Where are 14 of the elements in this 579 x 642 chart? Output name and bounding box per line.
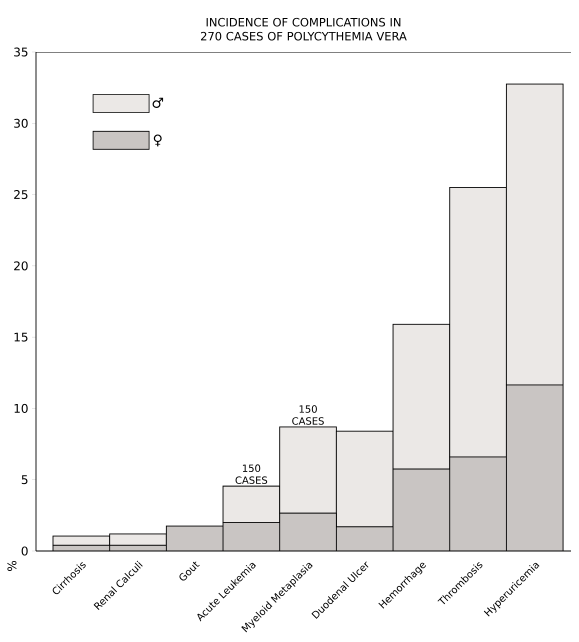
y-tick-label: 5	[22, 475, 28, 484]
annotation: 150 CASES	[292, 405, 324, 425]
y-tick-label: 0	[22, 546, 28, 556]
annotation: 150 CASES	[236, 464, 268, 484]
legend-label: ♂	[152, 98, 164, 108]
legend-label: ♀	[154, 134, 162, 146]
chart-title: INCIDENCE OF COMPLICATIONS IN 270 CASES OF POLYCYTHEMIA VERA	[201, 18, 407, 40]
y-tick-label: 20	[14, 261, 28, 270]
y-tick-label: 15	[14, 332, 28, 342]
y-axis-title: %	[7, 560, 16, 571]
y-tick-label: 10	[14, 404, 28, 413]
y-tick-label: 35	[14, 47, 28, 57]
y-tick-label: 30	[14, 118, 28, 128]
y-tick-label: 25	[14, 190, 28, 200]
